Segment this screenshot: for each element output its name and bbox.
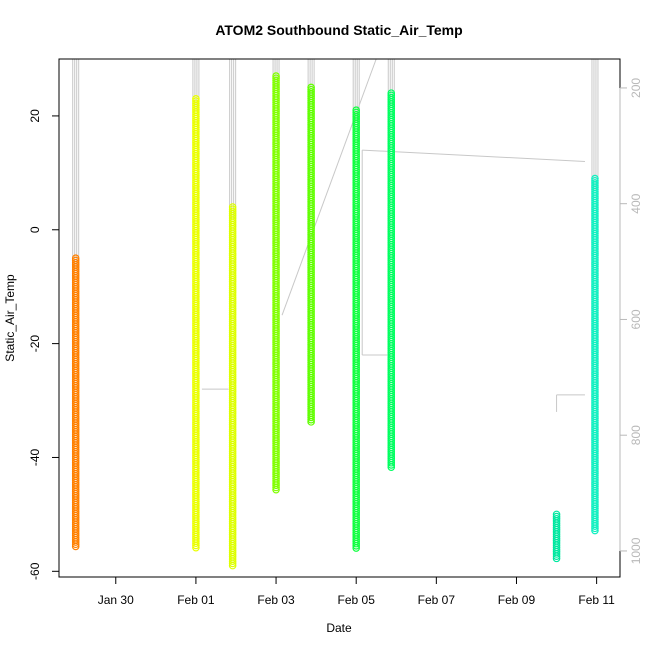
data-point [387, 458, 396, 467]
flight-series [352, 106, 360, 552]
trajectory-trace [72, 59, 80, 271]
y-axis: -60 -40 -20 0 20 [28, 109, 60, 580]
flight-series [71, 254, 80, 551]
data-point [591, 524, 599, 533]
flight-series [307, 83, 315, 426]
x-tick-label: Feb 07 [418, 593, 456, 607]
data-point [192, 541, 200, 550]
data-point [71, 540, 80, 549]
y-tick-label: -40 [28, 448, 42, 466]
x-tick-label: Feb 11 [578, 593, 615, 607]
data-point [552, 550, 561, 558]
data-point [71, 542, 80, 551]
x-tick-label: Feb 09 [498, 593, 536, 607]
x-tick-label: Feb 03 [257, 593, 295, 607]
flight-series [552, 510, 561, 563]
y-right-tick-label: 600 [629, 309, 643, 329]
data-point [272, 483, 280, 492]
plot-frame [58, 58, 621, 578]
data-point [591, 526, 599, 535]
data-point [192, 543, 200, 552]
data-point [552, 552, 561, 560]
flight-series [228, 203, 237, 570]
flight-series [387, 89, 396, 471]
y-axis-right: 200 400 600 800 1000 [619, 78, 643, 564]
y-tick-label: -20 [28, 335, 42, 353]
data-point [352, 542, 360, 550]
data-point [352, 544, 360, 552]
data-point [228, 561, 237, 570]
x-tick-label: Jan 30 [98, 593, 134, 607]
trajectory-trace [591, 59, 599, 191]
data-point [387, 461, 396, 469]
data-point [272, 481, 280, 490]
data-point [591, 522, 599, 530]
y-tick-label: 20 [28, 109, 42, 123]
y-right-tick-label: 1000 [629, 537, 643, 564]
flight-series [192, 95, 200, 552]
y-axis-label: Static_Air_Temp [3, 274, 17, 362]
trajectory-lines [72, 58, 599, 412]
data-point [307, 415, 315, 424]
trajectory-trace [229, 59, 237, 219]
y-right-tick-label: 800 [629, 425, 643, 445]
flight-series [591, 174, 599, 535]
y-tick-label: -60 [28, 562, 42, 580]
trajectory-connector [362, 149, 585, 162]
chart-title: ATOM2 Southbound Static_Air_Temp [215, 22, 462, 38]
data-point [307, 413, 315, 422]
data-point [228, 559, 237, 568]
flight-series [272, 72, 280, 494]
data-point [387, 463, 396, 471]
data-point [192, 539, 200, 548]
y-right-tick-label: 400 [629, 193, 643, 213]
y-tick-label: 0 [28, 226, 42, 233]
data-point [552, 554, 561, 563]
x-axis-label: Date [326, 621, 352, 635]
data-points [71, 72, 599, 570]
data-point [228, 557, 237, 566]
x-tick-label: Feb 01 [177, 593, 215, 607]
y-right-tick-label: 200 [629, 78, 643, 98]
x-tick-label: Feb 05 [338, 593, 376, 607]
trajectory-connector [281, 58, 377, 316]
data-point [307, 418, 315, 426]
x-axis: Jan 30 Feb 01 Feb 03 Feb 05 Feb 07 Feb 09 Feb … [98, 576, 615, 607]
data-point [352, 539, 360, 548]
data-point [71, 538, 80, 546]
data-point [272, 485, 280, 494]
